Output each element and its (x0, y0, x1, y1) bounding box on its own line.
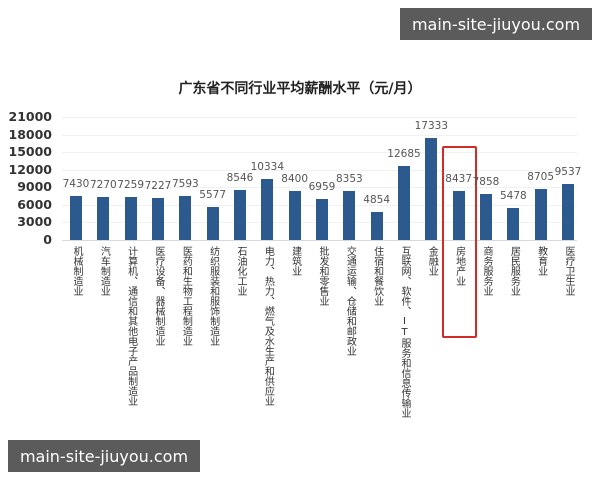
x-axis-category-label: 房地产业 (453, 246, 465, 286)
x-axis-category-label: 交通运输、仓储和邮政业 (344, 246, 356, 356)
chart-title: 广东省不同行业平均薪酬水平（元/月） (178, 81, 422, 97)
x-axis-category-label: 医疗卫生业 (563, 246, 574, 296)
bar (370, 211, 383, 240)
bar-value-label: 8705 (527, 171, 555, 183)
bar-value-label: 6959 (308, 181, 336, 194)
bar-value-label: 10334 (250, 161, 285, 174)
bar-value-label: 4854 (363, 193, 391, 206)
x-axis-category-label: 医药和生物工程制造业 (180, 246, 192, 346)
y-axis-tick-label: 3000 (17, 214, 52, 230)
y-axis-tick-label: 0 (43, 232, 52, 247)
gridline (62, 187, 577, 189)
bar-value-label: 17333 (414, 120, 449, 133)
y-axis-tick-label: 6000 (17, 196, 52, 212)
y-axis-tick-label: 21000 (8, 109, 53, 124)
bar-value-label: 7858 (472, 175, 500, 188)
bar (343, 191, 356, 240)
bar-value-label: 7227 (144, 179, 172, 192)
bar (316, 199, 328, 240)
bar (425, 138, 438, 240)
x-axis-category-label: 批发和零售业 (317, 246, 328, 306)
gridline (62, 169, 577, 171)
x-axis-category-label: 居民服务业 (508, 246, 520, 296)
bar-value-label: 7270 (89, 179, 117, 192)
x-axis-category-label: 机械制造业 (71, 246, 82, 296)
bar-value-label: 12685 (387, 147, 421, 160)
y-axis-tick-label: 15000 (8, 144, 53, 160)
y-axis-tick-label: 9000 (17, 179, 52, 195)
bar-value-label: 8353 (335, 173, 363, 186)
x-axis-category-label: 汽车制造业 (98, 246, 110, 296)
bar-value-label: 9537 (554, 166, 582, 179)
bar-value-label: 7430 (62, 178, 90, 191)
x-axis-category-label: 金融业 (426, 246, 438, 276)
bar (288, 190, 301, 240)
bar (507, 207, 520, 240)
gridline (62, 152, 577, 154)
bar (452, 190, 465, 240)
x-axis-category-label: 教育业 (535, 246, 547, 276)
x-axis-category-label: 医疗设备、器械制造业 (153, 246, 164, 346)
bar (534, 189, 547, 240)
highlight-box (441, 146, 477, 338)
x-axis-category-label: 电力、热力、燃气及水生产和供应业 (262, 246, 274, 406)
x-axis-line (62, 240, 577, 241)
watermark-top-right: main-site-jiuyou.com (400, 8, 592, 40)
bar-value-label: 8400 (281, 172, 309, 185)
y-axis-tick-label: 12000 (8, 161, 53, 177)
x-axis-category-label: 互联网、软件、IT服务和信息传输业 (399, 246, 410, 418)
x-axis-category-label: 石油化工业 (235, 246, 246, 296)
x-axis-category-label: 商务服务业 (481, 246, 492, 296)
gridline (62, 117, 577, 118)
y-axis-tick-label: 18000 (8, 126, 53, 142)
gridline (62, 134, 577, 136)
bar-value-label: 8437 (445, 172, 473, 185)
bar (70, 196, 82, 240)
bar (97, 197, 110, 240)
x-axis-category-label: 住宿和餐饮业 (371, 246, 383, 306)
bar (562, 184, 574, 240)
bar-value-label: 5478 (499, 189, 527, 202)
bar (179, 195, 192, 240)
bar-value-label: 5577 (199, 189, 227, 202)
bar-value-label: 7259 (117, 179, 145, 192)
bar (234, 189, 246, 240)
x-axis-category-label: 纺织服装和服饰制造业 (207, 246, 219, 346)
bar (206, 207, 219, 240)
x-axis-category-label: 计算机、通信和其他电子产品制造业 (125, 246, 137, 406)
watermark-bottom-left: main-site-jiuyou.com (8, 440, 200, 472)
bar (261, 179, 274, 240)
bar-value-label: 7593 (171, 177, 199, 190)
bar (152, 197, 164, 240)
bar (480, 193, 492, 240)
bar (398, 165, 410, 240)
bar-value-label: 8546 (226, 171, 254, 184)
x-axis-category-label: 建筑业 (289, 246, 301, 276)
bar (124, 197, 137, 240)
